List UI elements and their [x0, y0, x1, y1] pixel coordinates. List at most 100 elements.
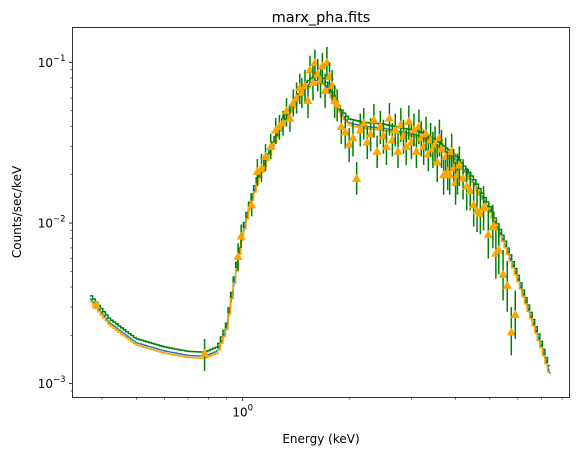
data-point: [336, 110, 346, 145]
point-marker: [291, 93, 302, 102]
point-marker: [434, 132, 445, 142]
data-point: [252, 159, 262, 187]
point-marker: [421, 128, 431, 138]
point-marker: [266, 141, 276, 151]
point-marker: [462, 181, 472, 190]
point-marker: [300, 80, 310, 89]
point-marker: [372, 146, 382, 155]
data-point: [478, 186, 489, 231]
point-marker: [498, 269, 508, 278]
point-marker: [303, 95, 313, 105]
data-point: [498, 249, 508, 301]
point-marker: [475, 208, 485, 217]
point-marker: [369, 114, 379, 124]
point-marker: [340, 127, 350, 136]
point-marker: [308, 77, 318, 87]
point-marker: [488, 221, 498, 231]
point-marker: [362, 137, 372, 146]
point-marker: [458, 173, 468, 182]
point-marker: [454, 160, 464, 169]
point-marker: [411, 146, 422, 155]
data-point: [340, 116, 350, 149]
point-marker: [390, 125, 400, 134]
point-marker: [375, 121, 385, 130]
point-marker: [404, 116, 414, 125]
point-marker: [447, 146, 457, 155]
point-marker: [305, 65, 315, 74]
plot-area: [89, 46, 551, 375]
point-marker: [469, 200, 479, 209]
point-marker: [310, 57, 320, 67]
data-point: [411, 133, 422, 169]
data-point: [332, 89, 342, 122]
point-marker: [401, 141, 411, 151]
point-marker: [445, 169, 455, 179]
point-marker: [483, 229, 493, 238]
data-point: [502, 261, 512, 312]
data-point: [233, 243, 243, 272]
axes-frame: [72, 27, 570, 398]
data-point: [91, 300, 101, 309]
y-tick-label: 10−2: [38, 215, 66, 231]
point-marker: [348, 132, 358, 142]
point-marker: [384, 113, 395, 122]
point-marker: [320, 85, 330, 94]
point-marker: [344, 139, 354, 148]
data-point: [278, 110, 288, 136]
data-point: [355, 113, 365, 147]
data-point: [475, 192, 485, 235]
data-point: [387, 122, 397, 157]
point-marker: [352, 173, 362, 182]
chart-title: marx_pha.fits: [272, 10, 371, 26]
data-point: [445, 153, 455, 195]
point-marker: [199, 348, 210, 357]
data-point: [390, 113, 400, 147]
data-point: [381, 129, 392, 165]
point-marker: [365, 128, 376, 138]
point-marker: [278, 118, 288, 127]
data-point: [458, 159, 468, 200]
point-marker: [465, 185, 475, 194]
data-point: [288, 89, 298, 117]
x-tick-label: 100: [232, 404, 253, 420]
data-point: [297, 77, 307, 109]
axis-ticks: 10−3 10−2 10−1 100: [38, 54, 563, 420]
x-axis-label: Energy (keV): [282, 432, 359, 446]
data-point: [291, 82, 302, 114]
data-point: [372, 135, 382, 169]
data-point: [401, 129, 411, 165]
point-marker: [432, 157, 442, 166]
data-point: [362, 126, 372, 160]
point-marker: [378, 130, 389, 140]
data-point: [506, 307, 516, 356]
data-point: [199, 338, 210, 371]
point-marker: [336, 121, 346, 130]
point-marker: [478, 202, 489, 212]
data-point: [436, 129, 447, 169]
point-marker: [450, 177, 461, 186]
point-marker: [332, 99, 342, 108]
y-tick-label: 10−1: [38, 54, 66, 70]
data-point: [404, 105, 414, 140]
data-point: [393, 133, 403, 169]
point-marker: [359, 118, 369, 127]
data-point: [469, 182, 479, 227]
y-tick-label: 10−3: [38, 375, 66, 391]
data-point: [266, 133, 276, 160]
point-marker: [502, 280, 512, 289]
point-marker: [281, 106, 292, 115]
data-point: [365, 118, 376, 152]
data-point: [300, 69, 310, 105]
data-point: [352, 161, 362, 195]
data-point: [305, 55, 315, 88]
data-point: [285, 104, 295, 132]
data-point: [510, 290, 520, 339]
point-marker: [285, 113, 295, 122]
data-point: [421, 116, 431, 152]
data-point: [247, 194, 257, 217]
data-point: [454, 146, 464, 187]
y-axis-label: Counts/sec/keV: [10, 165, 24, 258]
data-point: [462, 168, 472, 211]
point-marker: [288, 98, 298, 107]
data-point: [303, 85, 313, 119]
